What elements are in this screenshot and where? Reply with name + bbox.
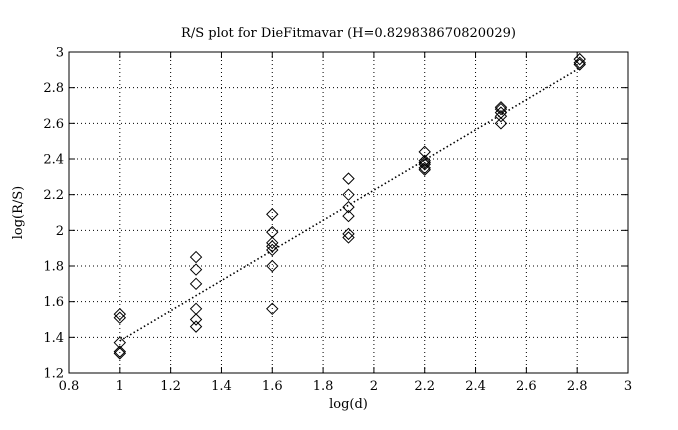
axis-ticks bbox=[68, 51, 629, 374]
x-tick-label: 2.4 bbox=[465, 379, 486, 394]
data-point bbox=[494, 101, 508, 114]
data-point bbox=[418, 163, 431, 176]
data-point bbox=[113, 311, 127, 324]
chart-title: R/S plot for DieFitmavar (H=0.8298386708… bbox=[181, 26, 516, 41]
x-tick-labels: 0.8 1 1.2 1.4 1.6 1.8 2 2.2 2.4 2.6 2.8 3 bbox=[59, 379, 632, 394]
x-tick-label: 1.8 bbox=[313, 379, 334, 394]
x-axis-label: log(d) bbox=[329, 397, 368, 412]
y-tick-label: 1.2 bbox=[43, 367, 64, 382]
data-point bbox=[189, 302, 203, 316]
y-tick-label: 3 bbox=[56, 46, 64, 61]
data-point bbox=[113, 347, 127, 360]
x-tick-label: 1.6 bbox=[262, 379, 283, 394]
data-point bbox=[113, 345, 127, 358]
y-tick-label: 2.2 bbox=[43, 188, 64, 203]
data-point bbox=[494, 102, 508, 116]
data-point bbox=[494, 109, 508, 123]
x-tick-label: 2.2 bbox=[414, 379, 435, 394]
data-point bbox=[418, 154, 431, 167]
x-tick-label: 0.8 bbox=[59, 379, 80, 394]
data-point bbox=[266, 243, 279, 257]
data-point bbox=[342, 231, 355, 244]
y-tick-label: 1.4 bbox=[43, 331, 64, 346]
data-point bbox=[266, 208, 279, 221]
y-tick-label: 1.6 bbox=[43, 295, 64, 310]
data-point bbox=[266, 240, 279, 253]
y-axis-label: log(R/S) bbox=[11, 186, 26, 240]
y-tick-label: 2.8 bbox=[43, 81, 64, 96]
y-tick-label: 2.4 bbox=[43, 153, 64, 168]
data-point bbox=[342, 209, 355, 223]
y-tick-label: 2 bbox=[56, 224, 64, 239]
data-point bbox=[189, 313, 203, 326]
data-point bbox=[342, 188, 355, 201]
x-tick-label: 1.2 bbox=[160, 379, 181, 394]
data-point bbox=[418, 156, 431, 169]
data-point bbox=[573, 58, 586, 71]
x-tick-label: 1.4 bbox=[211, 379, 232, 394]
y-tick-label: 2.6 bbox=[43, 117, 64, 132]
data-point bbox=[494, 117, 508, 130]
fit-line bbox=[119, 67, 581, 342]
data-point bbox=[573, 52, 586, 66]
data-point bbox=[113, 307, 127, 321]
data-point bbox=[189, 320, 203, 333]
data-point bbox=[342, 227, 355, 241]
data-point bbox=[266, 236, 279, 250]
data-point bbox=[418, 161, 431, 175]
x-tick-label: 3 bbox=[624, 379, 632, 394]
data-point bbox=[573, 56, 586, 69]
plot-frame bbox=[68, 51, 629, 374]
data-point bbox=[266, 302, 279, 316]
data-point bbox=[189, 277, 203, 291]
data-point bbox=[189, 250, 203, 264]
grid bbox=[69, 52, 628, 373]
x-tick-label: 1 bbox=[116, 379, 124, 394]
data-point bbox=[418, 158, 431, 171]
data-point bbox=[342, 200, 355, 214]
data-point bbox=[189, 263, 203, 276]
x-tick-label: 2.6 bbox=[516, 379, 537, 394]
y-tick-labels: 1.2 1.4 1.6 1.8 2 2.2 2.4 2.6 2.8 3 bbox=[43, 46, 64, 382]
x-tick-label: 2.8 bbox=[567, 379, 588, 394]
data-point bbox=[266, 259, 279, 273]
data-points bbox=[113, 52, 586, 360]
x-tick-label: 2 bbox=[370, 379, 378, 394]
data-point bbox=[342, 172, 355, 185]
y-tick-label: 1.8 bbox=[43, 260, 64, 275]
